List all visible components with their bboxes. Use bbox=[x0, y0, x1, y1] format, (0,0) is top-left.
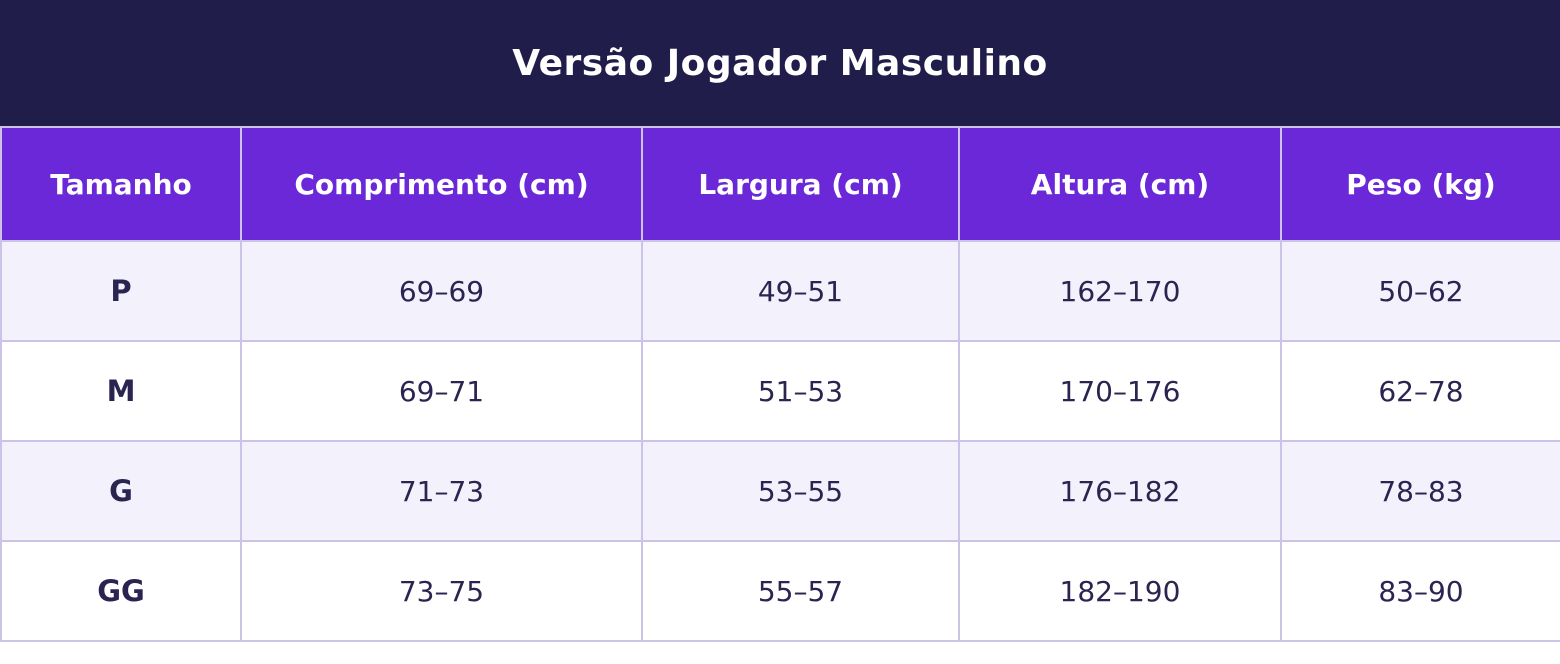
table-row-g: G 71–73 53–55 176–182 78–83 bbox=[0, 440, 1560, 542]
value-cell: 53–55 bbox=[641, 440, 960, 542]
value-cell: 51–53 bbox=[641, 340, 960, 442]
value-cell: 62–78 bbox=[1280, 340, 1560, 442]
value-cell: 69–69 bbox=[240, 240, 643, 342]
value-cell: 49–51 bbox=[641, 240, 960, 342]
table-row-gg: GG 73–75 55–57 182–190 83–90 bbox=[0, 540, 1560, 642]
table-row-p: P 69–69 49–51 162–170 50–62 bbox=[0, 240, 1560, 342]
value-cell: 73–75 bbox=[240, 540, 643, 642]
size-label: GG bbox=[0, 540, 242, 642]
size-label: P bbox=[0, 240, 242, 342]
column-header-tamanho: Tamanho bbox=[0, 126, 242, 242]
size-label: G bbox=[0, 440, 242, 542]
value-cell: 50–62 bbox=[1280, 240, 1560, 342]
value-cell: 83–90 bbox=[1280, 540, 1560, 642]
value-cell: 71–73 bbox=[240, 440, 643, 542]
value-cell: 78–83 bbox=[1280, 440, 1560, 542]
value-cell: 176–182 bbox=[958, 440, 1282, 542]
value-cell: 162–170 bbox=[958, 240, 1282, 342]
title-bar: Versão Jogador Masculino bbox=[0, 0, 1560, 126]
value-cell: 55–57 bbox=[641, 540, 960, 642]
value-cell: 182–190 bbox=[958, 540, 1282, 642]
size-label: M bbox=[0, 340, 242, 442]
size-table: Tamanho Comprimento (cm) Largura (cm) Al… bbox=[0, 126, 1560, 642]
value-cell: 170–176 bbox=[958, 340, 1282, 442]
column-header-altura: Altura (cm) bbox=[958, 126, 1282, 242]
page-title: Versão Jogador Masculino bbox=[512, 42, 1048, 84]
table-row-m: M 69–71 51–53 170–176 62–78 bbox=[0, 340, 1560, 442]
value-cell: 69–71 bbox=[240, 340, 643, 442]
column-header-comprimento: Comprimento (cm) bbox=[240, 126, 643, 242]
column-header-largura: Largura (cm) bbox=[641, 126, 960, 242]
table-header-row: Tamanho Comprimento (cm) Largura (cm) Al… bbox=[0, 126, 1560, 242]
column-header-peso: Peso (kg) bbox=[1280, 126, 1560, 242]
